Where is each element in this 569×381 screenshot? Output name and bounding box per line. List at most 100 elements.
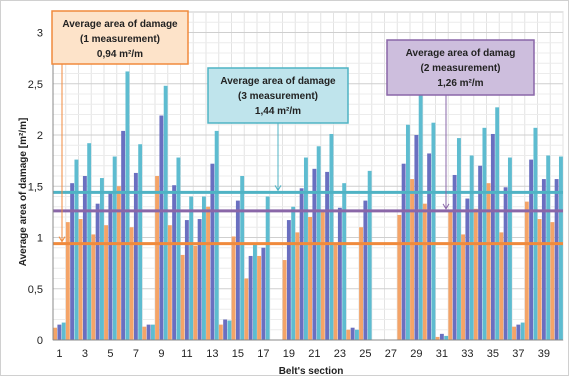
- bar: [363, 200, 368, 340]
- bar: [465, 198, 470, 340]
- bar: [125, 71, 130, 340]
- annotation-text: 0,94 m²/m: [97, 49, 143, 60]
- y-tick-label: 0,5: [28, 284, 43, 296]
- bar: [82, 176, 87, 340]
- bar: [286, 220, 291, 340]
- x-tick-label: 15: [232, 348, 244, 360]
- bar: [223, 319, 228, 340]
- bar: [478, 165, 483, 340]
- bar: [529, 159, 534, 340]
- bar: [189, 196, 194, 340]
- x-tick-labels: 1 3 5 7 9 11 13 15 17 19 21 23 25 27 29 31 33 35 37 39: [56, 348, 550, 360]
- bar: [257, 255, 262, 340]
- bar: [554, 179, 559, 340]
- bar: [422, 203, 427, 340]
- bar: [333, 242, 338, 340]
- bar: [282, 260, 287, 340]
- x-tick-label: 11: [181, 348, 192, 360]
- bar: [172, 185, 177, 340]
- annotation-text: (1 measurement): [80, 34, 160, 45]
- bar: [448, 209, 453, 340]
- annotation-text: 1,26 m²/m: [437, 78, 483, 89]
- bar: [150, 324, 155, 340]
- reference-lines: [53, 190, 563, 246]
- bar: [99, 178, 104, 340]
- x-tick-label: 21: [308, 348, 320, 360]
- bar: [116, 186, 121, 340]
- x-tick-label: 33: [461, 348, 473, 360]
- annotation-arrowhead: [274, 185, 282, 192]
- bar: [214, 130, 219, 340]
- bar: [78, 219, 83, 340]
- bar: [533, 127, 538, 340]
- x-axis-label: Belt's section: [279, 366, 344, 376]
- annotation-text: (3 measurement): [238, 91, 318, 102]
- x-tick-label: 27: [385, 348, 397, 360]
- bar: [469, 155, 474, 340]
- bar: [431, 122, 436, 340]
- annotation-box: [51, 10, 189, 65]
- bar: [108, 191, 113, 340]
- bar: [410, 179, 415, 340]
- bar: [435, 336, 440, 340]
- bar: [210, 163, 215, 340]
- bar: [354, 329, 359, 340]
- bar: [512, 326, 517, 340]
- annotation-text: Average area of damage: [62, 19, 178, 30]
- bar: [146, 324, 151, 340]
- bar: [138, 144, 143, 340]
- bar: [57, 324, 62, 340]
- y-tick-label: 3: [37, 28, 43, 40]
- x-tick-label: 37: [512, 348, 524, 360]
- bar: [320, 211, 325, 340]
- bar: [291, 206, 296, 340]
- bar: [350, 327, 355, 340]
- bar: [520, 322, 525, 340]
- y-tick-label: 1,5: [28, 181, 43, 193]
- annotation-arrowhead: [442, 203, 450, 210]
- bar: [537, 219, 542, 340]
- x-tick-label: 31: [436, 348, 448, 360]
- bar: [308, 217, 313, 340]
- bar: [346, 329, 351, 340]
- axes: [52, 12, 563, 341]
- bar: [295, 232, 300, 340]
- bar: [235, 200, 240, 340]
- bar: [167, 225, 172, 340]
- bar: [65, 222, 70, 340]
- x-tick-label: 35: [487, 348, 499, 360]
- bar: [541, 179, 546, 340]
- annotation-text: Average area of damag: [406, 48, 516, 59]
- bar: [444, 335, 449, 340]
- bar: [74, 159, 79, 340]
- bar: [142, 326, 147, 340]
- bar: [91, 234, 96, 340]
- bar: [155, 176, 160, 340]
- x-tick-label: 29: [410, 348, 422, 360]
- bar: [95, 203, 100, 340]
- bar: [231, 236, 236, 340]
- bar: [550, 222, 555, 340]
- bar: [133, 172, 138, 340]
- x-tick-label: 7: [133, 348, 139, 360]
- x-tick-label: 13: [206, 348, 218, 360]
- y-tick-label: 1: [37, 233, 43, 245]
- x-tick-label: 19: [283, 348, 295, 360]
- bar: [456, 138, 461, 340]
- bar: [461, 234, 466, 340]
- annotations: Average area of damage (1 measurement) 0,9…: [51, 10, 535, 243]
- x-tick-label: 25: [359, 348, 371, 360]
- annotation-box: [207, 67, 349, 124]
- y-tick-labels: 0 0,5 1 1,5 2 2,5 3: [28, 28, 43, 348]
- y-axis-label: Average area of damage [m²/m]: [18, 118, 29, 267]
- bar: [418, 92, 423, 340]
- x-tick-label: 3: [82, 348, 88, 360]
- bar: [244, 278, 249, 340]
- bar: [486, 183, 491, 340]
- bar: [524, 201, 529, 340]
- bar: [503, 187, 508, 340]
- bar: [163, 85, 168, 340]
- bar: [427, 153, 432, 340]
- bar: [414, 135, 419, 340]
